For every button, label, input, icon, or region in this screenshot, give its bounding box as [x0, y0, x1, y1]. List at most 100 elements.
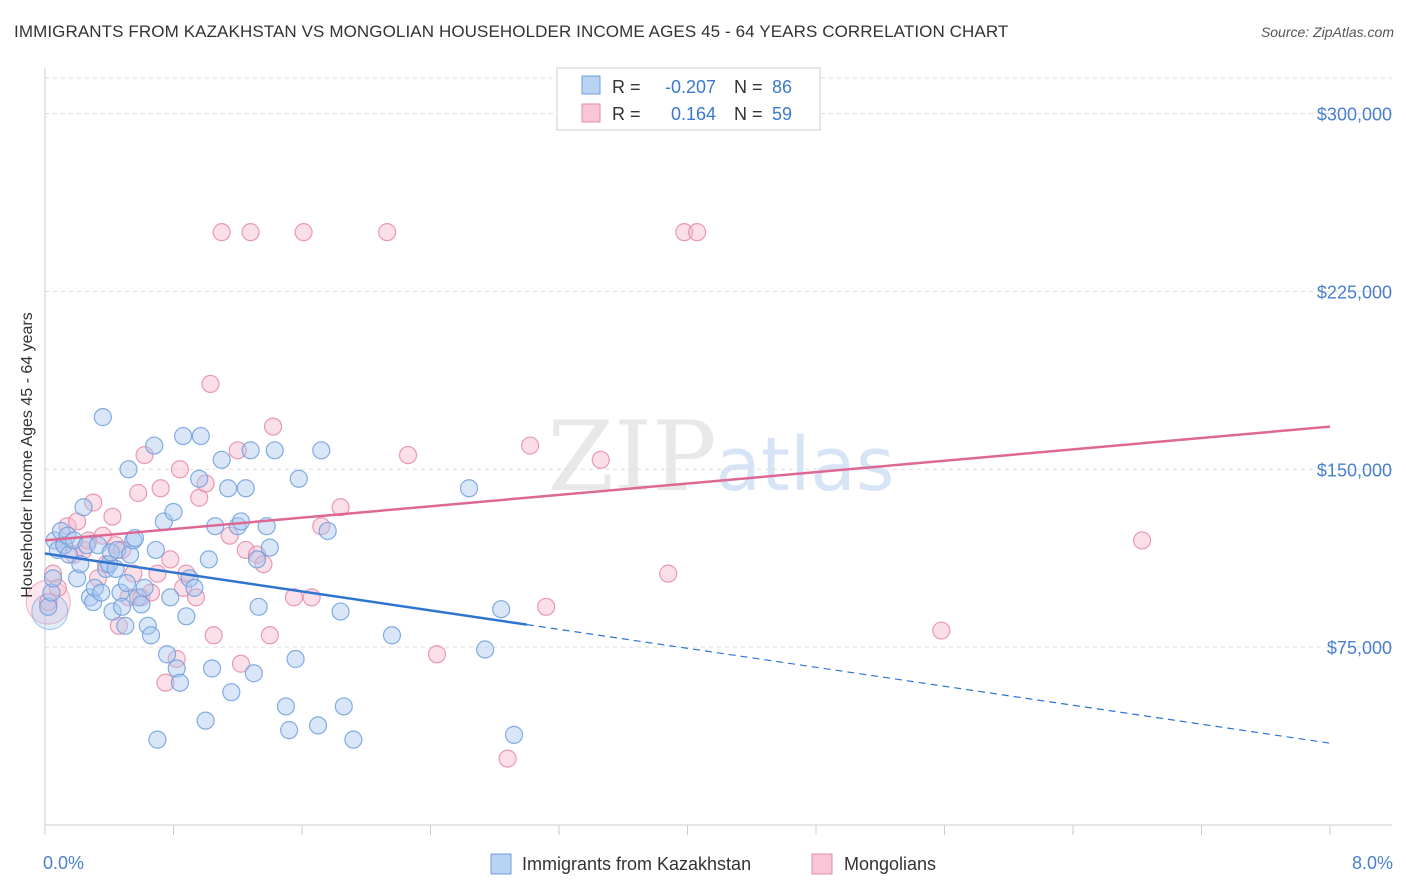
kazakhstan-point: [249, 597, 268, 616]
kazakhstan-point: [39, 597, 58, 616]
stats-legend-n-value: 59: [772, 104, 792, 124]
mongolians-point: [201, 374, 220, 394]
data-points: [25, 223, 1152, 768]
mongolians-point: [331, 498, 350, 517]
mongolians-point: [498, 749, 517, 768]
kazakhstan-point: [191, 426, 210, 446]
kazakhstan-point: [148, 730, 167, 749]
kazakhstan-point: [146, 540, 165, 560]
kazakhstan-point: [241, 441, 260, 460]
chart-title: IMMIGRANTS FROM KAZAKHSTAN VS MONGOLIAN …: [14, 22, 1009, 41]
kazakhstan-point: [111, 583, 130, 602]
grid-lines: [45, 77, 1392, 648]
kazakhstan-point: [260, 538, 279, 557]
stats-legend-pink-swatch: [581, 103, 601, 123]
kazakhstan-point: [459, 479, 479, 498]
kazakhstan-point: [167, 659, 186, 678]
mongolians-point: [186, 588, 206, 607]
mongolians-point: [103, 507, 122, 526]
kazakhstan-point: [145, 436, 164, 455]
kazakhstan-point: [68, 569, 87, 588]
mongolians-trend-line: [44, 425, 1331, 542]
y-tick-labels: $75,000 $150,000 $225,000 $300,000: [1317, 105, 1392, 659]
kazakhstan-point: [308, 716, 328, 735]
kazakhstan-point: [492, 600, 511, 619]
kazakhstan-point: [138, 616, 157, 635]
kazakhstan-point: [247, 550, 267, 569]
kazakhstan-point: [121, 545, 140, 564]
kazakhstan-point: [280, 721, 299, 740]
watermark-zip: ZIP: [547, 401, 716, 513]
kazakhstan-point: [141, 626, 161, 645]
stats-legend-r-label: R =: [612, 77, 641, 97]
chart-source: Source: ZipAtlas.com: [1260, 24, 1394, 40]
kazakhstan-point: [504, 725, 524, 744]
stats-legend-n-label: N =: [734, 77, 763, 97]
mongolians-point: [284, 588, 304, 607]
kazakhstan-point: [170, 673, 190, 692]
kazakhstan-point: [92, 583, 111, 602]
stats-legend-blue-swatch: [581, 75, 601, 95]
mongolians-point: [212, 223, 231, 242]
kazakhstan-point: [312, 441, 331, 460]
stats-legend: R = -0.207 N = 86 R = 0.164 N = 59: [556, 67, 821, 131]
mongolians-point: [151, 479, 170, 498]
mongolians-point: [204, 626, 223, 645]
mongolians-point: [263, 417, 283, 436]
kazakhstan-point: [212, 450, 231, 469]
kazakhstan-point: [334, 697, 353, 716]
mongolians-point: [932, 621, 951, 640]
watermark-atlas: atlas: [716, 422, 895, 508]
y-tick-label: $300,000: [1317, 105, 1392, 125]
x-tick-label-max: 8.0%: [1352, 853, 1393, 873]
kazakhstan-point: [222, 683, 241, 702]
kazakhstan-point: [42, 583, 61, 602]
kazakhstan-point: [135, 578, 154, 597]
kazakhstan-point: [276, 697, 296, 716]
kazakhstan-point: [476, 640, 495, 659]
kazakhstan-point: [286, 649, 305, 669]
kazakhstan-point: [177, 607, 196, 626]
kazakhstan-point: [382, 626, 402, 645]
kazakhstan-point: [117, 574, 137, 593]
kazakhstan-point: [265, 441, 284, 460]
mongolians-point: [398, 445, 418, 465]
kazakhstan-point: [318, 521, 337, 541]
kazakhstan-point: [185, 578, 204, 597]
mongolians-point: [84, 493, 103, 512]
kazakhstan-point: [174, 426, 193, 446]
mongolians-point: [260, 626, 279, 645]
mongolians-point: [591, 450, 610, 469]
kazakhstan-point: [93, 408, 112, 427]
stats-legend-r-value: -0.207: [665, 77, 716, 97]
mongolians-point: [167, 649, 186, 669]
kazakhstan-point: [190, 469, 209, 488]
mongolians-point: [659, 564, 678, 583]
series-legend: Immigrants from Kazakhstan Mongolians: [490, 853, 936, 875]
mongolians-point: [1132, 531, 1152, 550]
stats-legend-n-label: N =: [734, 104, 763, 124]
series-legend-label-mongolians: Mongolians: [844, 854, 936, 874]
y-tick-label: $225,000: [1317, 282, 1392, 302]
x-tick-labels: 0.0% 8.0%: [43, 853, 1393, 873]
kazakhstan-point: [74, 498, 93, 517]
mongolians-point: [124, 564, 143, 583]
kazakhstan-point: [116, 616, 135, 635]
y-tick-label: $150,000: [1317, 460, 1392, 480]
kazakhstan-point: [132, 595, 151, 614]
mongolians-point: [688, 223, 707, 242]
y-tick-label: $75,000: [1327, 638, 1392, 658]
kazakhstan-point: [199, 550, 218, 569]
kazakhstan-point: [55, 536, 74, 555]
trend-lines: [44, 425, 1331, 744]
mongolians-point: [427, 645, 447, 664]
kazakhstan-point: [43, 569, 63, 588]
kazakhstan-trend-line: [44, 552, 528, 626]
mongolians-point: [537, 597, 556, 616]
mongolians-point: [170, 460, 190, 479]
kazakhstan-point: [164, 502, 183, 522]
mongolians-point: [294, 223, 313, 242]
stats-legend-r-value: 0.164: [671, 104, 716, 124]
mongolians-point: [675, 223, 694, 242]
